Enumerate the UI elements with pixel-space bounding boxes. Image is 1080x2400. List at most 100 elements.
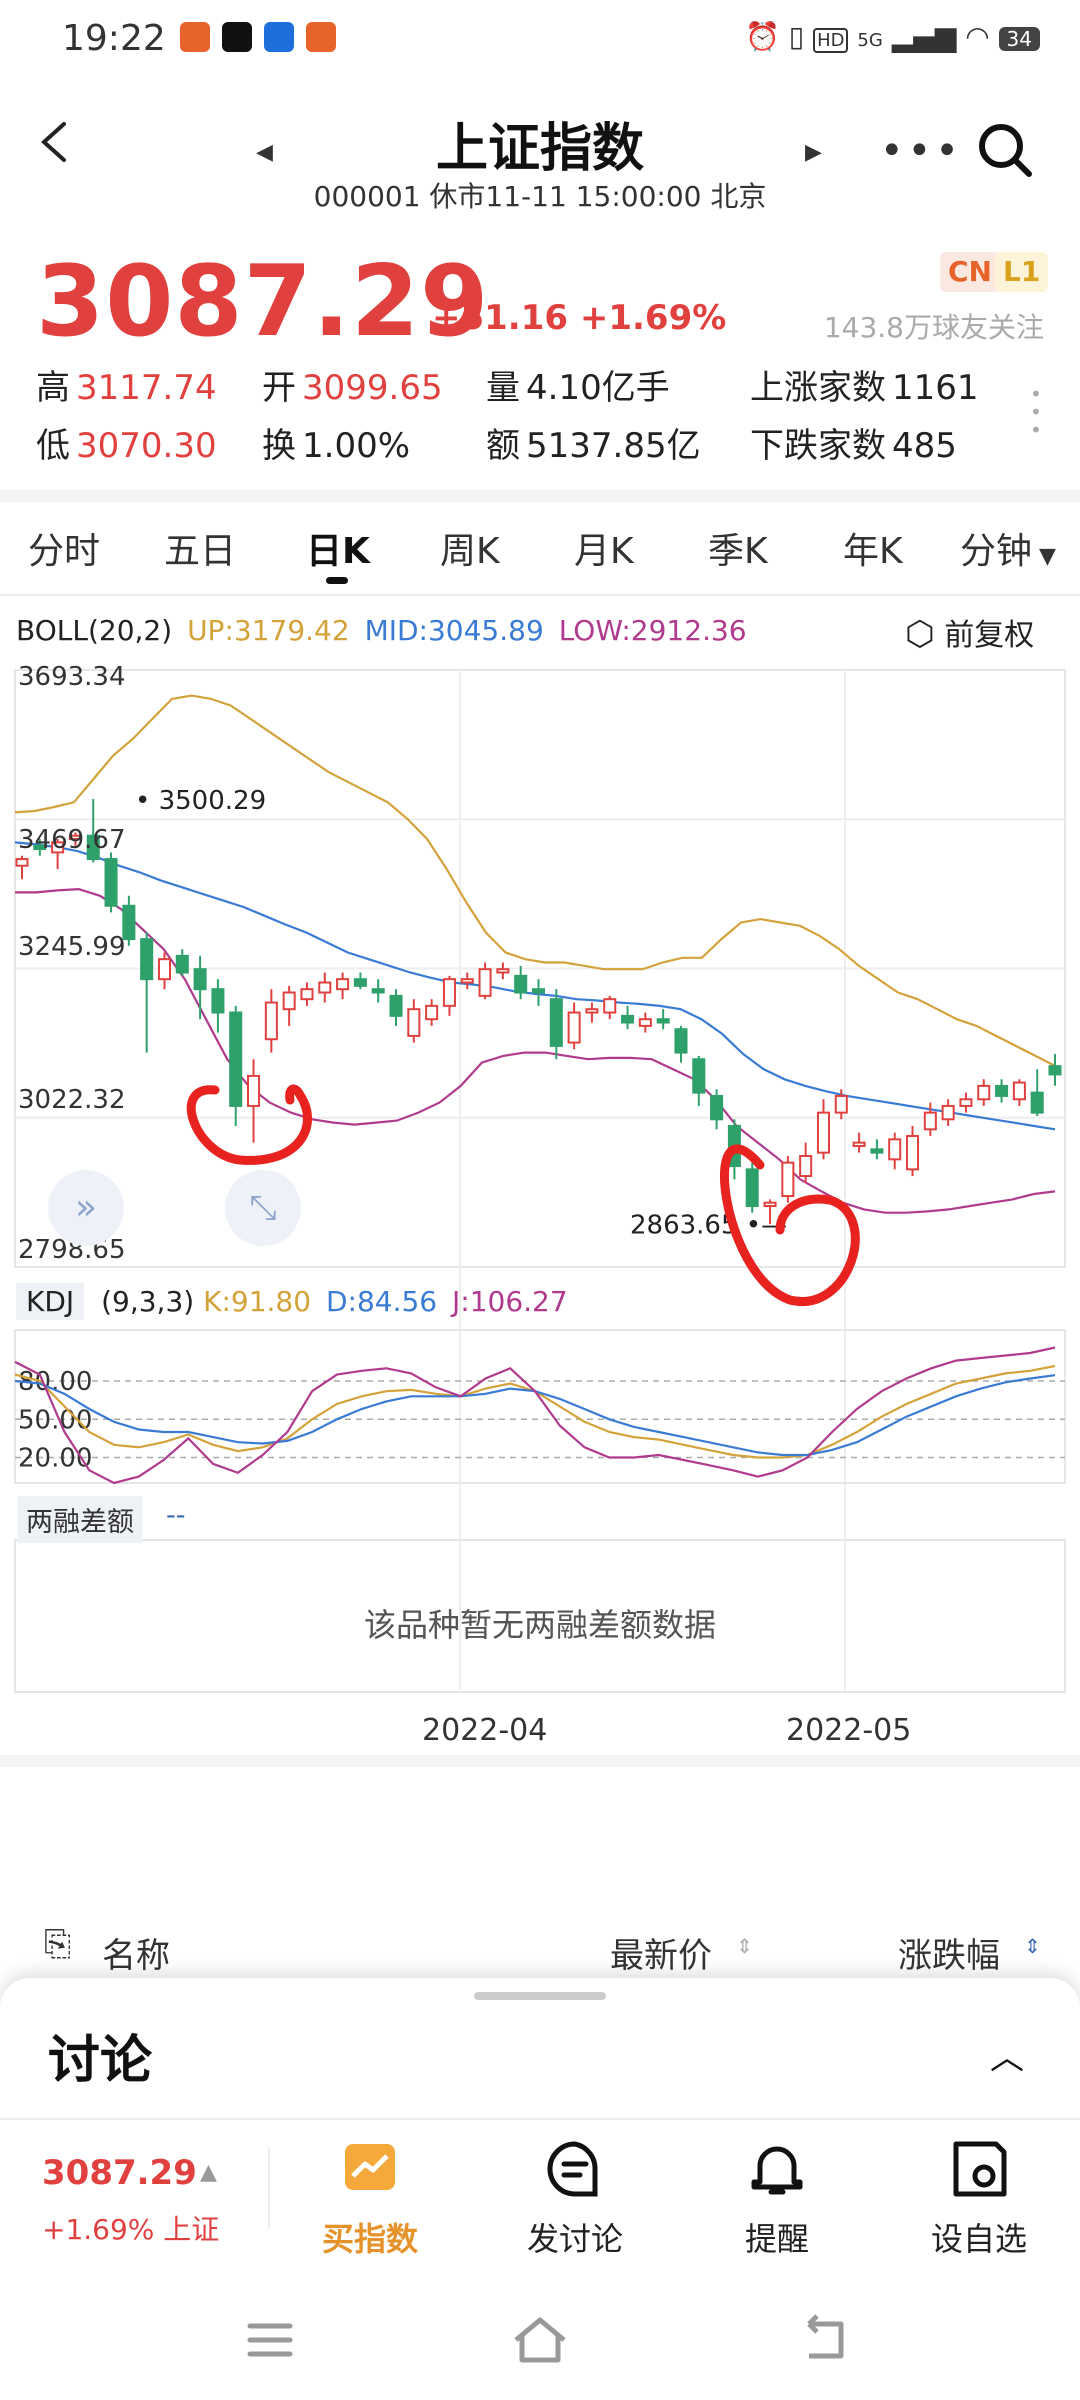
candle [353, 972, 367, 990]
tab-monthly-k[interactable]: 月K [574, 531, 634, 572]
kdj-d-line [14, 1374, 1056, 1457]
stat-amount: 额 5137.85亿 [486, 426, 701, 466]
candle-body [888, 1138, 902, 1161]
alarm-icon: ⏰ [744, 20, 780, 53]
list-header-icon: ⎘ [44, 1924, 72, 1964]
tab-minute[interactable]: 分钟 ▼ [960, 531, 1056, 572]
more-icon[interactable]: ••• [880, 128, 963, 174]
chevron-up-icon[interactable]: ︿ [990, 2038, 1024, 2078]
margin-panel-label[interactable]: 两融差额 [18, 1496, 142, 1543]
candle-body [336, 978, 350, 991]
candle [870, 1139, 884, 1160]
divider [268, 2148, 270, 2228]
candle-body [193, 968, 207, 991]
status-time: 19:22 [62, 18, 166, 59]
candle-body [549, 998, 563, 1047]
candle-body [531, 988, 546, 994]
tab-weekly-k[interactable]: 周K [440, 531, 500, 572]
add-watchlist-button[interactable]: 设自选 [904, 2138, 1054, 2260]
search-icon[interactable] [975, 120, 1035, 180]
candle-body [870, 1148, 884, 1154]
list-header-change[interactable]: 涨跌幅 [898, 1936, 1000, 1976]
current-price: 3087.29 [36, 245, 490, 359]
back-icon[interactable] [34, 120, 78, 164]
candle-body [977, 1084, 991, 1101]
buy-index-button[interactable]: 买指数 [295, 2138, 445, 2260]
candle [977, 1079, 991, 1106]
candle [549, 989, 563, 1060]
signal-icon: ▂▄▆ [891, 20, 957, 53]
candle-body [460, 978, 474, 984]
more-stats-icon[interactable]: • • • [1030, 382, 1042, 442]
x-axis-label-april: 2022-04 [422, 1713, 548, 1748]
candle [407, 999, 421, 1043]
candle-body [478, 968, 492, 997]
candle-body [710, 1094, 724, 1121]
divider [0, 2118, 1080, 2120]
sheet-handle[interactable] [474, 1992, 606, 2000]
candle [781, 1155, 795, 1203]
post-discussion-button[interactable]: 发讨论 [500, 2138, 650, 2260]
candle-body [389, 994, 403, 1017]
home-nav-icon[interactable] [510, 2310, 570, 2370]
candle [692, 1055, 706, 1106]
tab-five-day[interactable]: 五日 [164, 531, 237, 572]
candle-body [68, 834, 82, 841]
discussion-sheet[interactable]: 讨论 ︿ 3087.29 ▲ +1.69% 上证 买指数 发讨论 提醒 设自选 [0, 1978, 1080, 2400]
settings-hex-icon: ⬡ [905, 614, 935, 654]
x-axis-label-may: 2022-05 [786, 1713, 912, 1748]
candle [710, 1089, 724, 1130]
kdj-label[interactable]: KDJ [16, 1283, 85, 1320]
candle-body [763, 1201, 777, 1208]
candle-body [941, 1104, 955, 1121]
next-stock-arrow-icon[interactable]: ▶ [805, 140, 822, 165]
back-nav-icon[interactable] [795, 2310, 855, 2370]
candle [995, 1079, 1009, 1103]
candle [905, 1125, 920, 1177]
candle-body [51, 841, 65, 854]
tab-intraday[interactable]: 分时 [28, 531, 101, 572]
tab-quarterly-k[interactable]: 季K [708, 531, 768, 572]
margin-value: -- [166, 1500, 186, 1531]
vibrate-icon: ▯ [788, 20, 805, 53]
stat-open: 开 3099.65 [262, 368, 443, 408]
candle-body [603, 998, 617, 1014]
hd-badge: HD [813, 28, 849, 53]
adjust-price-toggle[interactable]: ⬡ 前复权 [905, 614, 1035, 654]
status-bar: 19:22 ⏰ ▯ HD 5G ▂▄▆ ◠ 34 [0, 0, 1080, 80]
candle [674, 1025, 688, 1063]
candle-body [496, 968, 510, 974]
candle [51, 839, 65, 870]
list-header-price[interactable]: 最新价 [610, 1936, 712, 1976]
candle [247, 1059, 261, 1143]
mini-change: +1.69% 上证 [42, 2213, 220, 2246]
wifi-icon: ◠ [965, 20, 990, 53]
margin-panel-frame [14, 1539, 1066, 1693]
tab-yearly-k[interactable]: 年K [843, 531, 903, 572]
candle [1030, 1069, 1044, 1116]
list-header-name[interactable]: 名称 [102, 1936, 170, 1976]
tab-daily-k[interactable]: 日K [306, 531, 370, 572]
stat-high: 高 3117.74 [36, 368, 217, 408]
candle [567, 1002, 581, 1050]
candle-body [923, 1111, 937, 1131]
candle [621, 1005, 635, 1030]
candle-body [1048, 1065, 1062, 1076]
candle [86, 799, 100, 863]
expand-left-icon[interactable]: » [48, 1170, 124, 1246]
prev-stock-arrow-icon[interactable]: ◀ [256, 140, 273, 165]
high-marker-label: • 3500.29 [135, 786, 266, 816]
stat-advancers: 上涨家数 1161 [750, 368, 979, 408]
divider [0, 594, 1080, 596]
menu-nav-icon[interactable] [240, 2310, 300, 2370]
candle [816, 1099, 830, 1160]
fullscreen-icon[interactable]: ⤡ [225, 1170, 301, 1246]
reminder-button[interactable]: 提醒 [702, 2138, 852, 2260]
market-badge-l1[interactable]: L1 [995, 252, 1049, 292]
candle-body [816, 1111, 830, 1154]
candle-body [514, 974, 528, 994]
system-icons: ⏰ ▯ HD 5G ▂▄▆ ◠ 34 [745, 20, 1040, 53]
margin-empty-text: 该品种暂无两融差额数据 [363, 1606, 716, 1644]
hand-drawn-circle [720, 1144, 860, 1306]
